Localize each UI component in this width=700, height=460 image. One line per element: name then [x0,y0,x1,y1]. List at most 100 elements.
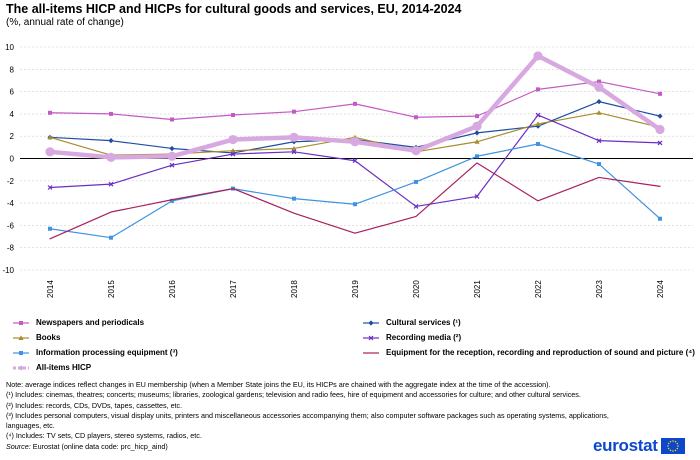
x-tick-label: 2019 [351,280,360,298]
source-label: Source: [6,441,31,451]
flag-star [676,442,678,445]
data-point [596,99,602,105]
y-tick-label: 0 [10,155,15,164]
data-point [535,112,541,118]
data-point [170,117,174,122]
legend-label: Newspapers and periodicals [36,318,145,327]
legend-label: Cultural services (¹) [386,318,461,327]
data-point [350,137,360,147]
legend-label: Information processing equipment (³) [36,348,178,357]
series-newspapers-and-periodicals [48,79,662,122]
source-line: Source: Eurostat (online data code: prc_… [6,442,696,452]
flag-star [669,449,671,452]
eurostat-logo: eurostat [593,436,685,456]
flag-star [674,449,676,452]
data-point [353,202,357,207]
data-point [109,235,113,240]
legend-swatch [13,350,29,355]
data-point [596,110,602,115]
series-cultural-services [47,99,663,156]
note-3: (³) Includes personal computers, visual … [6,410,609,420]
data-point [108,181,114,187]
y-tick-label: 2 [10,132,15,141]
legend-swatch [363,351,379,354]
data-point [291,149,297,155]
x-tick-label: 2018 [290,280,299,298]
eurostat-logo-text: eurostat [593,436,658,455]
legend-item: Recording media (²) [362,333,461,342]
data-point [352,158,358,164]
data-point [596,138,602,144]
data-point [292,196,296,201]
data-point [18,334,24,340]
legend-item: Cultural services (¹) [362,318,461,327]
data-point [475,114,479,119]
series-information-processing-equipment [48,142,662,240]
data-point [597,79,601,84]
series-books [47,110,663,158]
x-tick-label: 2020 [412,280,421,298]
data-point [48,226,52,231]
y-tick-label: -10 [2,266,14,275]
data-point [353,101,357,106]
legend-item: Newspapers and periodicals [12,318,144,327]
legend-swatch [13,334,29,340]
data-point [594,82,604,92]
x-tick-label: 2016 [168,280,177,298]
note-3-continued: languages, etc. [6,421,55,431]
data-point [19,350,23,355]
x-tick-label: 2024 [656,280,665,298]
legend-item: All-items HICP [12,363,91,372]
flag-star [676,445,679,447]
data-point [597,162,601,167]
data-point [655,124,665,135]
data-point [48,110,52,115]
x-tick-label: 2022 [534,280,543,298]
y-axis-ticks: 10 8 6 4 2 0 -2 -4 -6 -8 -10 [2,43,14,275]
legend-item: Information processing equipment (³) [12,348,178,357]
data-point [18,365,24,370]
flag-star [669,440,671,443]
data-point [536,87,540,92]
eu-flag-icon [660,438,685,454]
flag-star [671,440,674,442]
source-text: Eurostat (online data code: prc_hicp_ain… [30,441,168,451]
data-point [536,142,540,147]
legend-item: Equipment for the reception, recording a… [362,348,695,357]
flag-star [666,445,669,447]
x-tick-label: 2017 [229,280,238,298]
legend-swatch [13,365,29,370]
series-recording-media [47,112,663,209]
data-point [472,121,482,131]
data-point [291,145,297,151]
legend-swatch [363,319,379,326]
y-tick-label: 6 [10,88,15,97]
legend-label: Books [36,333,61,342]
legend-label: All-items HICP [36,363,92,372]
legend-item: Books [12,333,60,342]
data-point [657,140,663,146]
x-tick-label: 2015 [107,280,116,298]
chart-series [45,51,665,240]
y-tick-label: -8 [7,244,15,253]
flag-star [667,442,670,445]
data-point [19,320,23,325]
legend-label: Recording media (²) [386,333,462,342]
data-point [167,151,177,161]
y-tick-label: 8 [10,65,15,74]
data-point [47,134,53,140]
note-general: Note: average indices reflect changes in… [6,380,551,389]
data-point [414,115,418,120]
data-point [411,146,421,156]
data-point [45,147,55,157]
note-2: (²) Includes: records, CDs, DVDs, tapes,… [6,400,183,410]
data-point [413,204,419,209]
data-point [108,138,114,144]
flag-star [674,440,676,443]
data-point [533,51,543,61]
y-tick-label: -2 [7,177,15,186]
data-point [475,154,479,159]
data-point [169,162,175,168]
data-point [289,132,299,142]
